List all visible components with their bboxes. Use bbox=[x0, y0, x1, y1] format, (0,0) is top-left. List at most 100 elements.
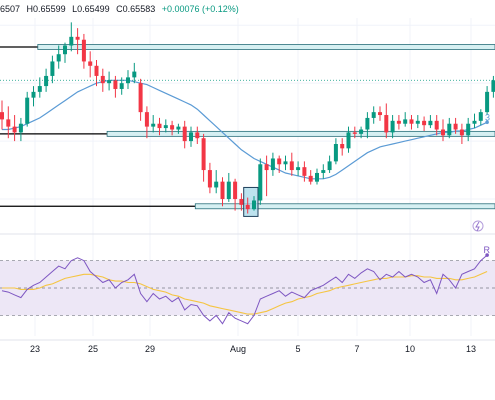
candle-body-73 bbox=[459, 129, 464, 136]
candle-body-42 bbox=[264, 164, 269, 171]
candle-body-59 bbox=[371, 112, 376, 118]
candle-body-20 bbox=[126, 77, 130, 84]
candle-body-63 bbox=[396, 120, 401, 124]
candle-body-71 bbox=[447, 123, 452, 136]
candle-body-1 bbox=[6, 119, 11, 127]
candle-body-3 bbox=[18, 123, 23, 133]
candle-body-64 bbox=[403, 119, 408, 124]
rsi-end-dot bbox=[485, 253, 489, 257]
candle-body-22 bbox=[138, 83, 143, 113]
candle-body-25 bbox=[157, 123, 162, 129]
x-tick-label-1: 25 bbox=[88, 344, 98, 354]
candle-body-44 bbox=[277, 158, 282, 165]
ma-end-dot bbox=[485, 120, 489, 125]
candle-body-75 bbox=[472, 120, 477, 124]
candle-body-30 bbox=[189, 132, 193, 142]
candle-body-53 bbox=[333, 144, 338, 162]
candle-body-70 bbox=[441, 129, 445, 136]
candle-body-50 bbox=[315, 172, 319, 182]
bolt-icon-glyph bbox=[475, 221, 480, 232]
candle-body-61 bbox=[384, 115, 389, 133]
candle-body-33 bbox=[207, 170, 212, 188]
candle-body-60 bbox=[378, 112, 382, 116]
candle-body-46 bbox=[289, 161, 294, 171]
x-tick-label-7: 13 bbox=[466, 344, 476, 354]
candle-body-10 bbox=[63, 45, 67, 55]
candle-body-39 bbox=[245, 204, 250, 210]
candle-body-69 bbox=[434, 120, 439, 130]
candle-body-6 bbox=[37, 86, 42, 92]
candle-body-68 bbox=[428, 120, 433, 126]
candle-body-27 bbox=[170, 125, 175, 130]
candle-body-43 bbox=[270, 158, 275, 171]
ohlc-open: 6507 bbox=[0, 4, 21, 14]
x-tick-label-3: Aug bbox=[230, 344, 246, 354]
candle-body-11 bbox=[69, 36, 74, 46]
candle-body-54 bbox=[340, 144, 345, 149]
candle-body-32 bbox=[201, 138, 206, 171]
candle-body-13 bbox=[81, 39, 86, 62]
ohlc-change: +0.00076 (+0.12%) bbox=[161, 4, 239, 14]
level-zone-2 bbox=[194, 203, 495, 210]
ohlc-legend: 6507 H0.65599 L0.65499 C0.65583 +0.00076… bbox=[0, 0, 495, 18]
candle-body-78 bbox=[491, 80, 495, 92]
x-tick-label-0: 23 bbox=[30, 344, 40, 354]
candle-body-8 bbox=[50, 61, 55, 76]
candle-body-49 bbox=[308, 175, 313, 182]
ohlc-close: C0.65583 bbox=[116, 4, 156, 14]
candle-body-57 bbox=[359, 129, 364, 134]
candle-body-40 bbox=[252, 200, 256, 210]
moving-average-line bbox=[2, 79, 488, 180]
candle-body-74 bbox=[466, 123, 471, 136]
candle-body-17 bbox=[107, 80, 112, 84]
candle-body-5 bbox=[31, 91, 36, 98]
candle-body-35 bbox=[220, 181, 225, 200]
candle-body-38 bbox=[239, 199, 244, 205]
x-tick-label-4: 5 bbox=[295, 344, 300, 354]
candle-body-21 bbox=[132, 71, 137, 78]
x-tick-label-2: 29 bbox=[145, 344, 155, 354]
rsi-line bbox=[1, 254, 488, 325]
candle-body-19 bbox=[119, 83, 124, 89]
candle-body-9 bbox=[56, 54, 61, 62]
candle-body-24 bbox=[151, 123, 156, 127]
candle-body-31 bbox=[195, 132, 200, 139]
x-tick-label-6: 10 bbox=[405, 344, 415, 354]
rsi-tag: R bbox=[484, 245, 491, 255]
candle-body-51 bbox=[321, 170, 326, 173]
candle-body-58 bbox=[365, 117, 370, 130]
candle-body-52 bbox=[327, 161, 332, 171]
candle-body-65 bbox=[409, 119, 414, 124]
x-tick-label-5: 7 bbox=[354, 344, 359, 354]
candle-body-67 bbox=[422, 120, 427, 126]
candle-body-76 bbox=[478, 112, 483, 121]
candle-body-45 bbox=[283, 161, 288, 165]
candle-body-23 bbox=[144, 112, 149, 127]
candle-body-62 bbox=[390, 120, 395, 133]
candle-body-56 bbox=[352, 132, 357, 134]
candle-body-16 bbox=[100, 75, 105, 84]
candle-body-4 bbox=[25, 97, 30, 124]
ohlc-high: H0.65599 bbox=[26, 4, 66, 14]
candle-body-66 bbox=[415, 120, 420, 124]
candle-body-26 bbox=[163, 125, 168, 129]
candle-body-0 bbox=[0, 112, 4, 120]
candle-body-15 bbox=[94, 65, 99, 76]
candle-body-2 bbox=[12, 126, 17, 133]
candle-body-29 bbox=[182, 126, 187, 142]
candle-body-47 bbox=[296, 167, 301, 171]
candle-body-48 bbox=[302, 167, 307, 176]
candle-body-18 bbox=[113, 80, 118, 89]
candle-body-7 bbox=[44, 75, 49, 87]
ohlc-low: L0.65499 bbox=[72, 4, 110, 14]
candle-body-77 bbox=[485, 91, 490, 113]
price-tag: 3 bbox=[485, 112, 490, 122]
bolt-icon bbox=[472, 220, 484, 232]
level-zone-0 bbox=[37, 44, 495, 50]
candle-body-28 bbox=[176, 126, 181, 130]
candle-body-72 bbox=[453, 123, 458, 130]
candle-body-37 bbox=[233, 181, 238, 200]
candle-body-12 bbox=[75, 36, 80, 40]
